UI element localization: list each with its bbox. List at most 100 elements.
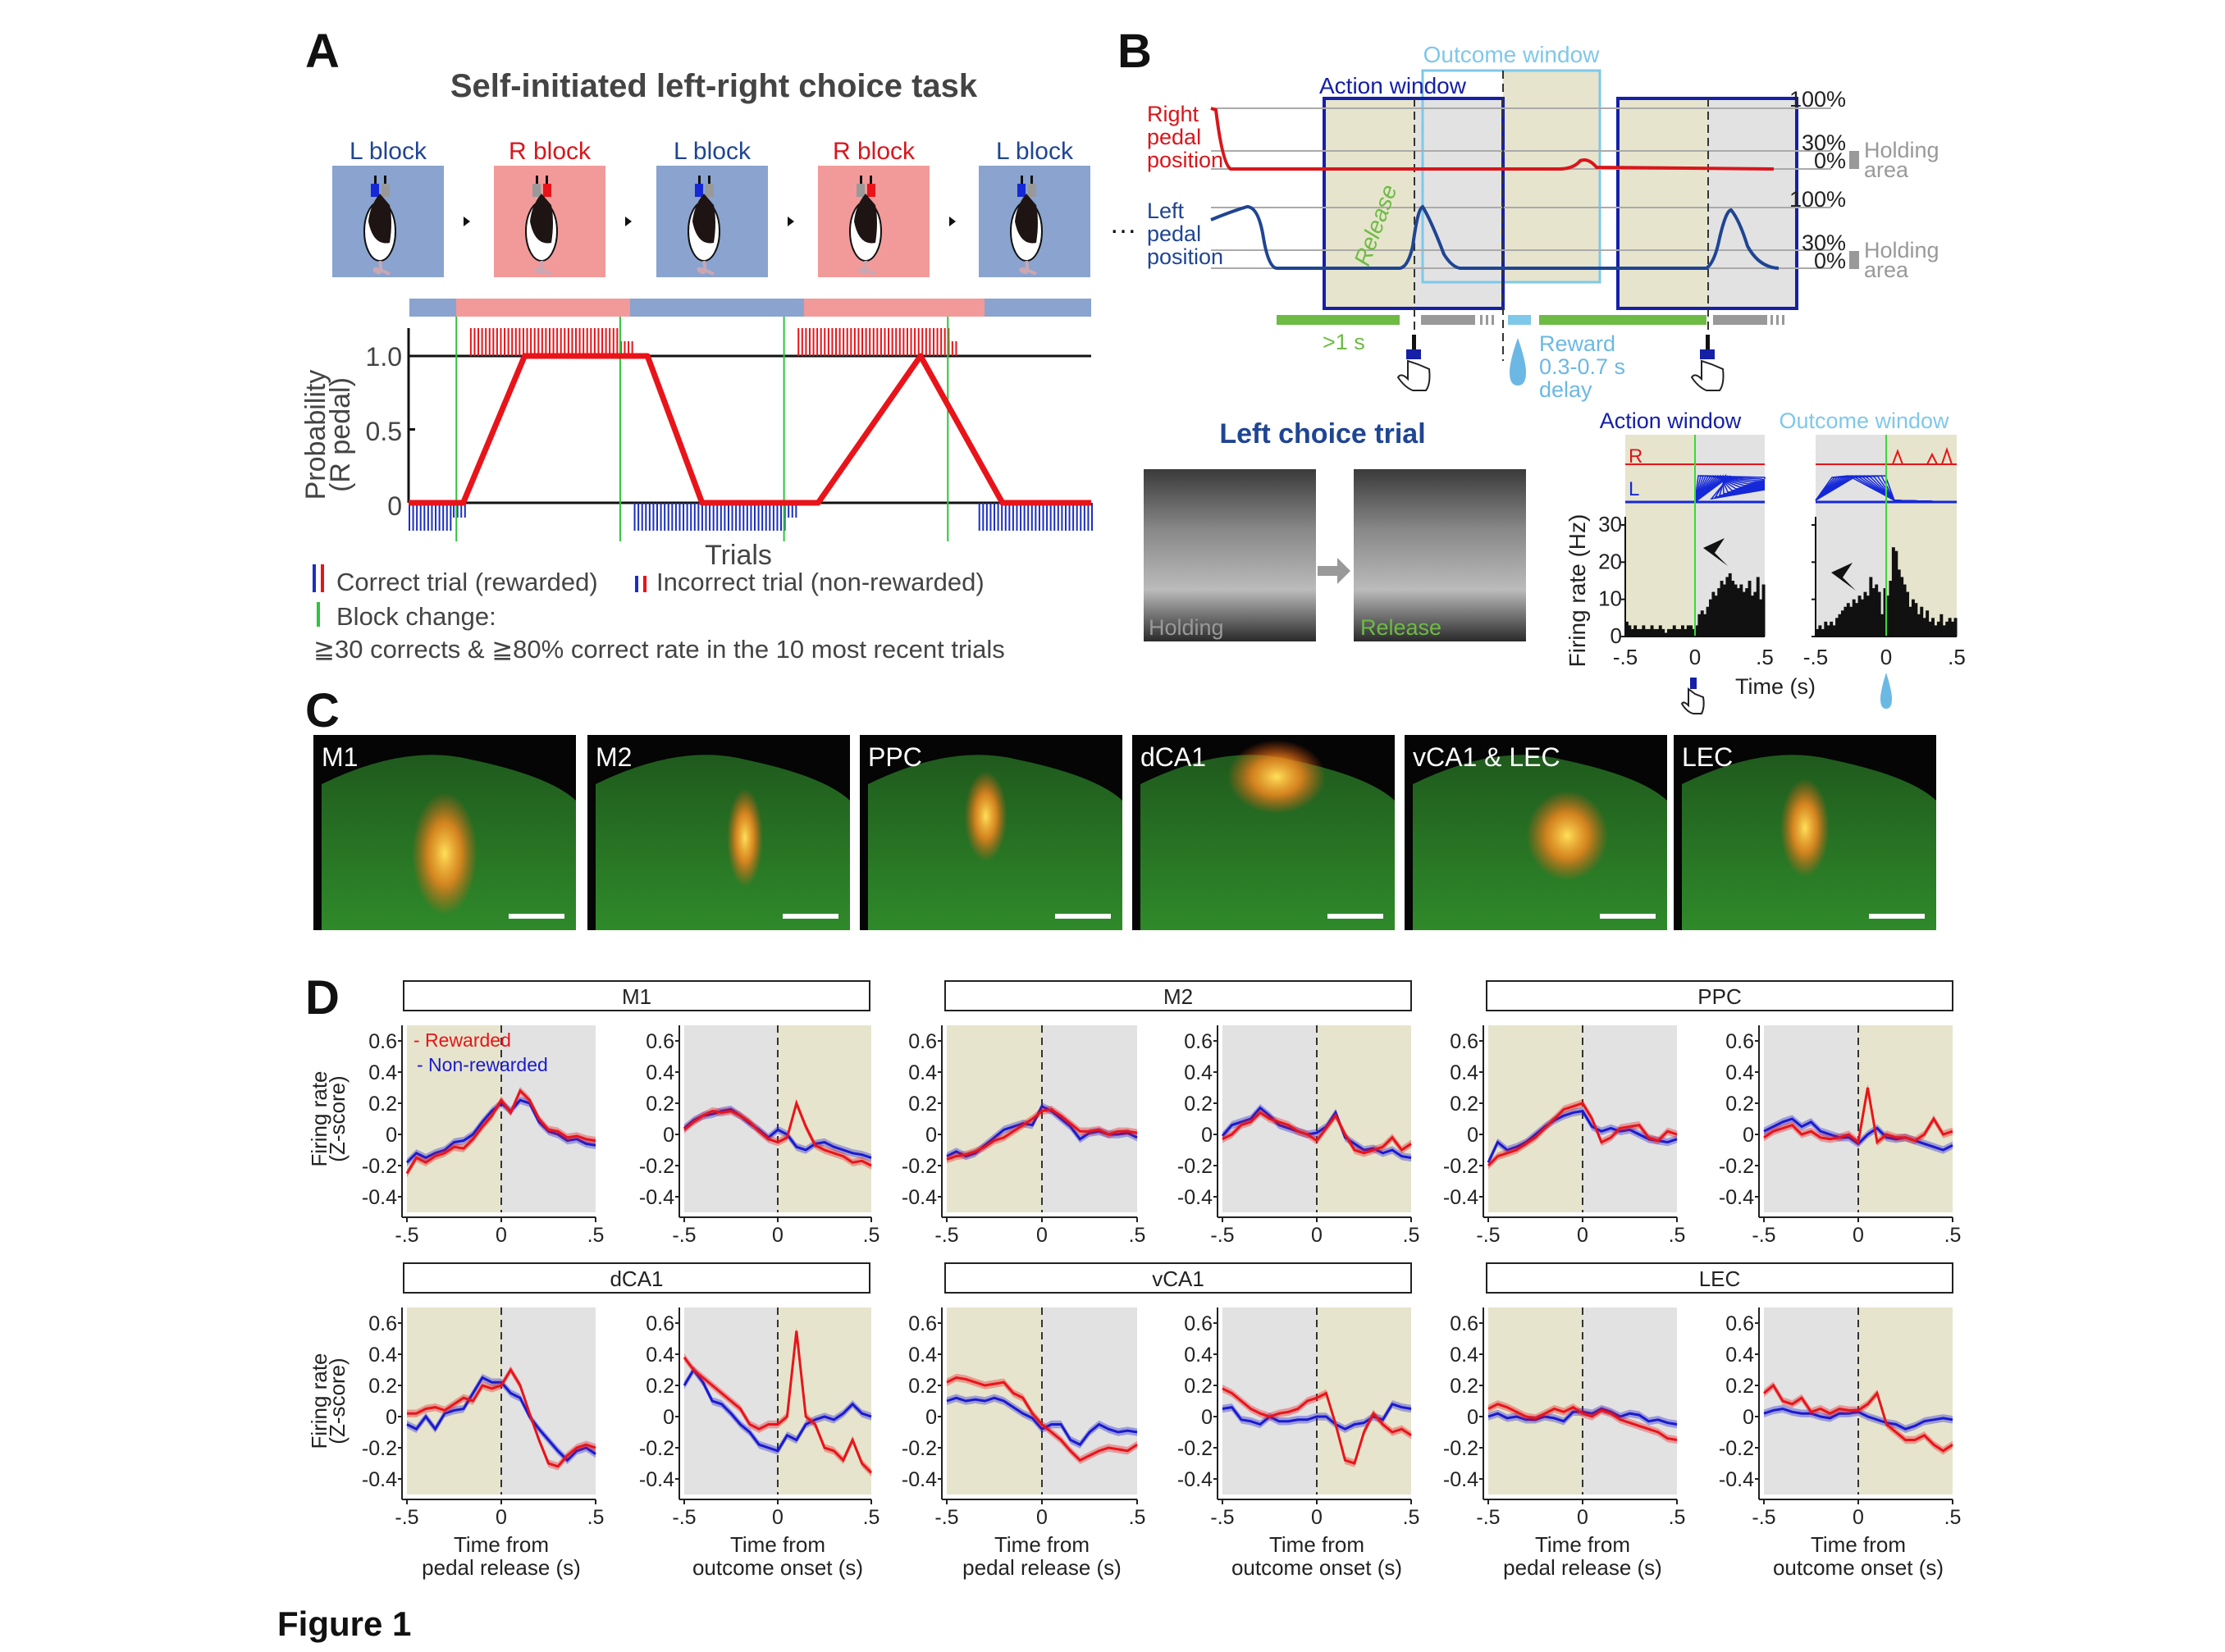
trial-tick <box>485 328 487 356</box>
panel-c: C M1 M2 PPC dCA1 vCA1 & LEC LEC <box>305 684 1936 930</box>
psth-bar <box>1706 606 1710 637</box>
trial-tick <box>597 328 600 356</box>
psth-ytick-label: 10 <box>1598 586 1622 611</box>
trial-tick <box>1038 503 1040 531</box>
rat-tail-icon <box>372 260 391 276</box>
holding-area-marker-r <box>1849 151 1859 169</box>
psth-bar <box>1914 603 1918 637</box>
pct-30-r: 30% <box>1802 130 1846 155</box>
zplot-xtick-label: 0 <box>772 1506 784 1529</box>
zplot-xtick-label: -.5 <box>672 1506 696 1529</box>
zplot-xlabel-line2: pedal release (s) <box>1503 1555 1662 1580</box>
photo-label-release: Release <box>1360 615 1441 640</box>
trial-tick <box>1091 503 1093 531</box>
trial-tick <box>1083 503 1085 531</box>
psth-bar <box>1748 581 1752 637</box>
left-pedal-label-2: pedal <box>1147 221 1201 246</box>
electrode-track-glow <box>1780 778 1830 878</box>
arrow-right-icon <box>949 217 956 226</box>
psth-bar <box>1630 628 1634 637</box>
psth-bar <box>1883 588 1887 637</box>
panel-a-title: Self-initiated left-right choice task <box>450 68 978 104</box>
zplot-ytick-label: 0 <box>663 1124 674 1147</box>
trial-tick <box>846 328 848 356</box>
zplot-ytick-label: -0.4 <box>1719 1468 1754 1491</box>
trial-tick <box>898 328 901 356</box>
trial-tick <box>757 503 760 531</box>
psth-bar <box>1728 573 1732 637</box>
zplot-xlabel-line1: Time from <box>1535 1532 1630 1557</box>
arrow-right-icon <box>464 217 470 226</box>
zplot-ytick-label: -0.2 <box>1443 1437 1478 1460</box>
histology-image: PPC <box>860 735 1122 930</box>
trial-tick <box>746 503 748 531</box>
psth-bar <box>1838 614 1842 637</box>
psth-bar <box>1678 628 1682 637</box>
rat-head-icon <box>692 194 715 244</box>
trial-tick <box>1016 503 1018 531</box>
region-header-label: M2 <box>1163 984 1193 1009</box>
psth-bar <box>1672 625 1676 637</box>
scale-bar <box>783 914 838 919</box>
holding-photo <box>1144 469 1316 641</box>
histology-image: LEC <box>1674 735 1936 930</box>
rewarded-sem-band <box>1222 1385 1411 1467</box>
trial-tick <box>583 328 585 356</box>
zplot-xtick-label: .5 <box>1944 1224 1962 1247</box>
region-header-label: LEC <box>1699 1266 1741 1291</box>
trial-tick <box>571 328 573 356</box>
block-label: L block <box>674 138 752 165</box>
trial-tick <box>460 503 463 518</box>
psth-bar <box>1934 625 1938 637</box>
zplot-ytick-label: -0.2 <box>1177 1437 1213 1460</box>
trial-tick <box>932 328 934 356</box>
histology-image: dCA1 <box>1132 735 1395 930</box>
trial-tick <box>705 503 707 531</box>
trial-tick <box>1080 503 1082 531</box>
histology-label: M2 <box>596 742 632 772</box>
psth-bar <box>1906 591 1910 637</box>
trial-tick <box>1053 503 1056 531</box>
pedal-wire <box>1030 176 1033 185</box>
holding-label-l-2: area <box>1864 258 1909 282</box>
legend-block-change-tick <box>317 602 320 627</box>
trial-tick <box>797 328 800 356</box>
right-pedal-label-3: position <box>1147 148 1223 172</box>
legend-block-change-label: Block change: <box>336 602 496 631</box>
legend-correct-red-tick <box>321 564 324 592</box>
zplot-xtick-label: -.5 <box>1210 1224 1234 1247</box>
trial-tick <box>519 328 521 356</box>
zplot-ytick-label: 0.6 <box>908 1312 937 1335</box>
electrode-track-glow <box>412 792 477 915</box>
psth-bar <box>1816 628 1819 637</box>
zplot-xtick-label: 0 <box>1311 1506 1323 1529</box>
trial-tick <box>648 503 651 531</box>
zplot-bg-post <box>1042 1025 1137 1212</box>
trial-tick <box>857 328 860 356</box>
trial-tick <box>690 503 692 531</box>
prob-ytick-1: 1.0 <box>366 342 402 372</box>
block-timeline-segment <box>985 299 1091 317</box>
raster-r-trace <box>1892 446 1953 465</box>
arrow-right-icon <box>625 217 632 226</box>
trial-tick <box>593 328 596 356</box>
holding-label-r-2: area <box>1864 157 1909 182</box>
zplot-ytick-label: 0.4 <box>1725 1344 1754 1367</box>
zplot-ylabel-1: Firing rate <box>307 1353 331 1449</box>
zplot-bg-pre <box>947 1025 1042 1212</box>
panel-letter-d: D <box>305 971 340 1025</box>
trial-tick <box>712 503 715 531</box>
zplot-ytick-label: -0.4 <box>1177 1468 1213 1491</box>
rewarded-sem-band <box>947 1373 1137 1464</box>
region-header-box <box>944 980 1412 1011</box>
zplot-ytick-label: -0.2 <box>1719 1437 1754 1460</box>
psth-bar <box>1625 621 1629 637</box>
pct-0-l: 0% <box>1814 249 1846 273</box>
zplot-xlabel-line1: Time from <box>730 1532 825 1557</box>
trial-tick <box>780 503 783 531</box>
pedal-percent-labels: 100% 30% 0% 100% 30% 0% <box>1789 87 1846 273</box>
outcome-window-title: Outcome window <box>1423 42 1601 67</box>
trial-tick <box>824 328 826 356</box>
panel-letter-a: A <box>305 25 340 78</box>
